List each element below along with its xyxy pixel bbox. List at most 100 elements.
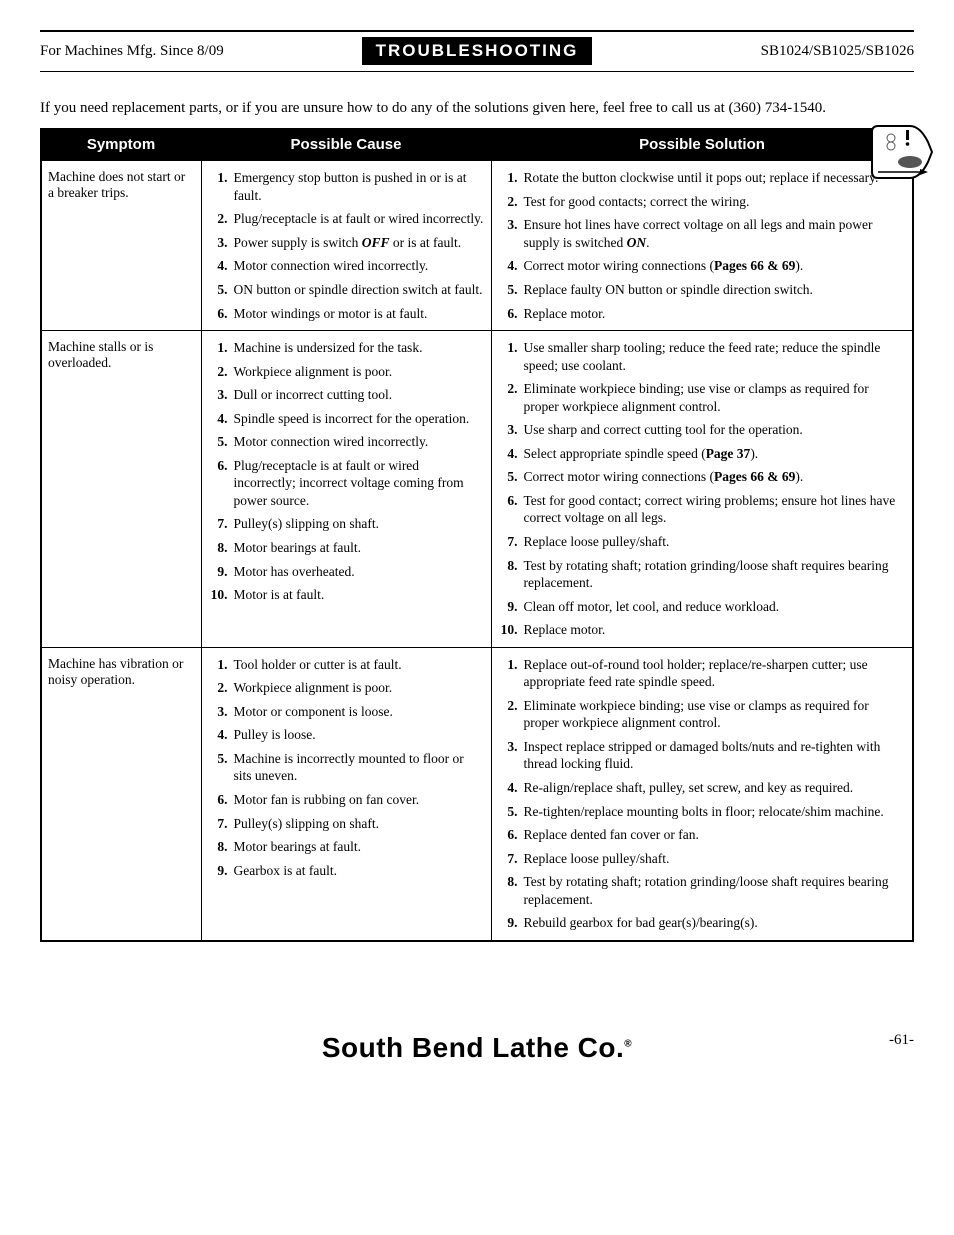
item-number: 3. — [498, 738, 524, 773]
list-item: 9.Rebuild gearbox for bad gear(s)/bearin… — [498, 914, 907, 932]
solution-cell: 1.Rotate the button clockwise until it p… — [491, 160, 913, 330]
item-text: Motor connection wired incorrectly. — [234, 433, 485, 451]
item-text: Replace motor. — [524, 305, 907, 323]
item-text: Power supply is switch OFF or is at faul… — [234, 234, 485, 252]
list-item: 1.Emergency stop button is pushed in or … — [208, 169, 485, 204]
list-item: 1.Use smaller sharp tooling; reduce the … — [498, 339, 907, 374]
item-text: Tool holder or cutter is at fault. — [234, 656, 485, 674]
solution-cell: 1.Replace out-of-round tool holder; repl… — [491, 647, 913, 941]
item-text: Test for good contact; correct wiring pr… — [524, 492, 907, 527]
item-text: Clean off motor, let cool, and reduce wo… — [524, 598, 907, 616]
page-footer: South Bend Lathe Co.® -61- — [40, 1032, 914, 1064]
item-text: Dull or incorrect cutting tool. — [234, 386, 485, 404]
page-header: For Machines Mfg. Since 8/09 TROUBLESHOO… — [40, 35, 914, 72]
list-item: 7.Replace loose pulley/shaft. — [498, 850, 907, 868]
item-text: Use sharp and correct cutting tool for t… — [524, 421, 907, 439]
list-item: 6.Motor windings or motor is at fault. — [208, 305, 485, 323]
th-symptom: Symptom — [41, 129, 201, 160]
item-number: 8. — [498, 873, 524, 908]
item-number: 10. — [208, 586, 234, 604]
item-text: Use smaller sharp tooling; reduce the fe… — [524, 339, 907, 374]
item-text: Motor connection wired incorrectly. — [234, 257, 485, 275]
item-number: 7. — [498, 533, 524, 551]
header-right: SB1024/SB1025/SB1026 — [592, 43, 914, 60]
item-text: Re-tighten/replace mounting bolts in flo… — [524, 803, 907, 821]
item-number: 8. — [498, 557, 524, 592]
item-number: 2. — [498, 193, 524, 211]
list-item: 5.Motor connection wired incorrectly. — [208, 433, 485, 451]
intro-paragraph: If you need replacement parts, or if you… — [40, 98, 914, 118]
list-item: 5.Correct motor wiring connections (Page… — [498, 468, 907, 486]
item-number: 6. — [498, 492, 524, 527]
item-number: 1. — [498, 656, 524, 691]
item-text: Workpiece alignment is poor. — [234, 679, 485, 697]
list-item: 10.Replace motor. — [498, 621, 907, 639]
item-text: Workpiece alignment is poor. — [234, 363, 485, 381]
item-text: Test for good contacts; correct the wiri… — [524, 193, 907, 211]
item-text: Motor windings or motor is at fault. — [234, 305, 485, 323]
list-item: 4.Pulley is loose. — [208, 726, 485, 744]
item-number: 4. — [498, 257, 524, 275]
item-text: Machine is undersized for the task. — [234, 339, 485, 357]
list-item: 3.Dull or incorrect cutting tool. — [208, 386, 485, 404]
item-text: Correct motor wiring connections (Pages … — [524, 468, 907, 486]
item-number: 3. — [208, 386, 234, 404]
item-number: 1. — [498, 339, 524, 374]
list-item: 7.Pulley(s) slipping on shaft. — [208, 815, 485, 833]
item-number: 1. — [208, 339, 234, 357]
item-number: 6. — [208, 457, 234, 510]
list-item: 9.Motor has overheated. — [208, 563, 485, 581]
cause-cell: 1.Machine is undersized for the task. 2.W… — [201, 331, 491, 648]
symptom-cell: Machine does not start or a breaker trip… — [41, 160, 201, 330]
header-left: For Machines Mfg. Since 8/09 — [40, 43, 362, 60]
cause-cell: 1.Tool holder or cutter is at fault.2.Wo… — [201, 647, 491, 941]
item-number: 4. — [498, 779, 524, 797]
item-text: ON button or spindle direction switch at… — [234, 281, 485, 299]
th-solution: Possible Solution — [491, 129, 913, 160]
table-row: Machine does not start or a breaker trip… — [41, 160, 913, 330]
list-item: 2.Eliminate workpiece binding; use vise … — [498, 697, 907, 732]
item-text: Pulley(s) slipping on shaft. — [234, 515, 485, 533]
item-text: Test by rotating shaft; rotation grindin… — [524, 873, 907, 908]
item-text: Emergency stop button is pushed in or is… — [234, 169, 485, 204]
list-item: 3.Motor or component is loose. — [208, 703, 485, 721]
item-number: 1. — [498, 169, 524, 187]
item-text: Motor is at fault. — [234, 586, 485, 604]
list-item: 2.Workpiece alignment is poor. — [208, 363, 485, 381]
item-text: Replace motor. — [524, 621, 907, 639]
item-number: 7. — [208, 815, 234, 833]
solution-cell: 1.Use smaller sharp tooling; reduce the … — [491, 331, 913, 648]
item-number: 4. — [208, 257, 234, 275]
top-rule — [40, 30, 914, 32]
list-item: 6.Replace motor. — [498, 305, 907, 323]
list-item: 8.Test by rotating shaft; rotation grind… — [498, 873, 907, 908]
item-number: 5. — [498, 468, 524, 486]
item-number: 9. — [498, 914, 524, 932]
item-number: 1. — [208, 169, 234, 204]
item-text: Inspect replace stripped or damaged bolt… — [524, 738, 907, 773]
list-item: 5.Re-tighten/replace mounting bolts in f… — [498, 803, 907, 821]
item-text: Motor bearings at fault. — [234, 838, 485, 856]
list-item: 4.Select appropriate spindle speed (Page… — [498, 445, 907, 463]
list-item: 2.Eliminate workpiece binding; use vise … — [498, 380, 907, 415]
item-text: Gearbox is at fault. — [234, 862, 485, 880]
item-text: Pulley is loose. — [234, 726, 485, 744]
list-item: 9.Gearbox is at fault. — [208, 862, 485, 880]
page-number: -61- — [889, 1032, 914, 1049]
item-number: 8. — [208, 838, 234, 856]
list-item: 5.ON button or spindle direction switch … — [208, 281, 485, 299]
item-number: 9. — [208, 862, 234, 880]
item-number: 6. — [208, 305, 234, 323]
item-text: Eliminate workpiece binding; use vise or… — [524, 380, 907, 415]
list-item: 6.Replace dented fan cover or fan. — [498, 826, 907, 844]
item-text: Replace loose pulley/shaft. — [524, 533, 907, 551]
item-text: Replace loose pulley/shaft. — [524, 850, 907, 868]
list-item: 6.Plug/receptacle is at fault or wired i… — [208, 457, 485, 510]
troubleshooting-table: Symptom Possible Cause Possible Solution… — [40, 128, 914, 942]
item-number: 3. — [498, 421, 524, 439]
list-item: 6.Motor fan is rubbing on fan cover. — [208, 791, 485, 809]
item-text: Rebuild gearbox for bad gear(s)/bearing(… — [524, 914, 907, 932]
table-row: Machine has vibration or noisy operation… — [41, 647, 913, 941]
item-number: 4. — [208, 410, 234, 428]
item-number: 7. — [498, 850, 524, 868]
